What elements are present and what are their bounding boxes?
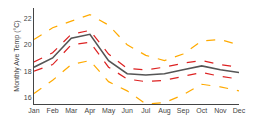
svg-text:Feb: Feb — [47, 107, 59, 114]
svg-text:Sep: Sep — [177, 107, 190, 115]
svg-text:Mar: Mar — [65, 107, 78, 114]
svg-text:Oct: Oct — [196, 107, 207, 114]
svg-text:Aug: Aug — [158, 107, 171, 115]
svg-text:20: 20 — [24, 41, 32, 48]
svg-text:Apr: Apr — [84, 107, 96, 115]
svg-text:Monthly Ave Temp (°C): Monthly Ave Temp (°C) — [13, 20, 21, 91]
svg-text:Jan: Jan — [28, 107, 39, 114]
svg-text:18: 18 — [24, 68, 32, 75]
svg-text:Jun: Jun — [122, 107, 133, 114]
svg-text:Nov: Nov — [214, 107, 227, 114]
svg-text:May: May — [102, 107, 116, 115]
svg-text:Jul: Jul — [141, 107, 150, 114]
svg-text:16: 16 — [24, 94, 32, 101]
svg-text:22: 22 — [24, 15, 32, 22]
svg-text:Dec: Dec — [233, 107, 246, 114]
